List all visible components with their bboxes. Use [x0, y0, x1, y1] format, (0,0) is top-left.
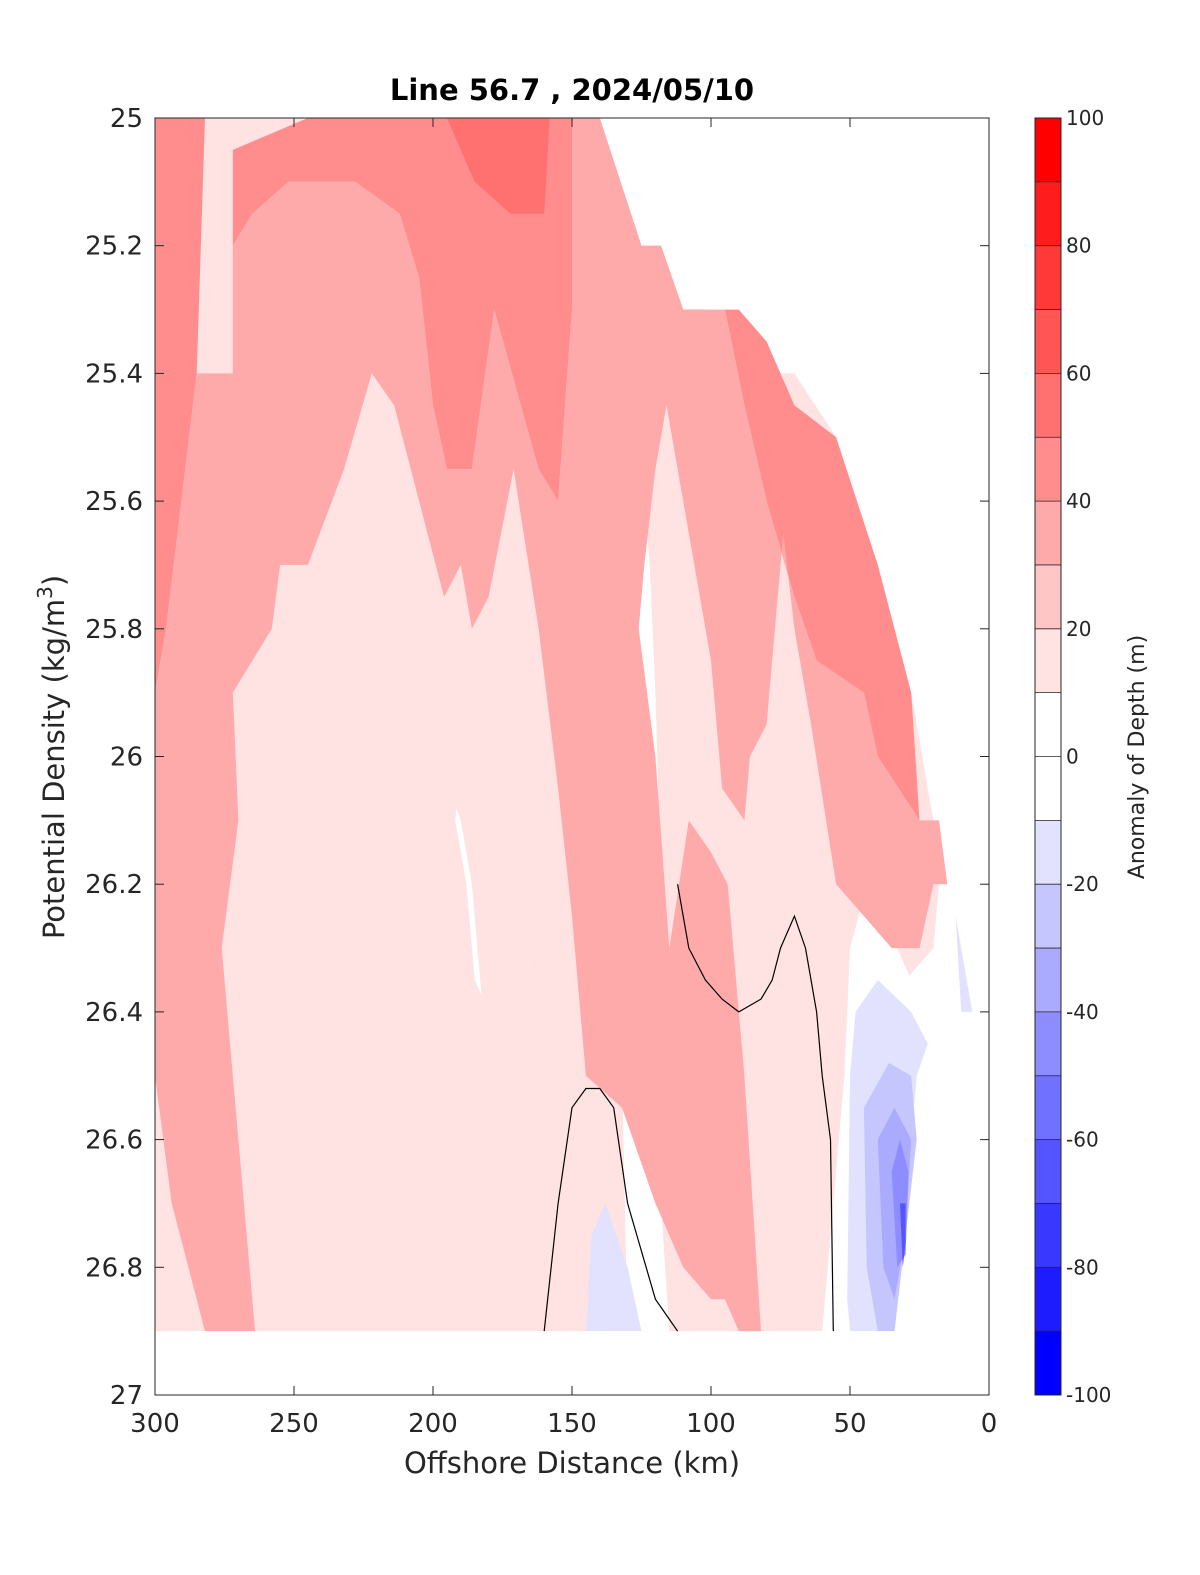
- colorbar-band: [1035, 1267, 1061, 1332]
- colorbar-band: [1035, 1011, 1061, 1076]
- colorbar-band: [1035, 1203, 1061, 1268]
- x-tick-label: 300: [130, 1409, 180, 1439]
- colorbar-tick-label: -40: [1066, 1000, 1099, 1024]
- contour-band-35-0: [155, 118, 948, 1332]
- colorbar-tick-label: 0: [1066, 745, 1079, 769]
- colorbar-band: [1035, 884, 1061, 949]
- colorbar-tick-label: -80: [1066, 1255, 1099, 1279]
- contour-band-45-1: [232, 118, 573, 502]
- x-tick-label: 250: [269, 1409, 319, 1439]
- colorbar-band: [1035, 756, 1061, 821]
- colorbar-tick-label: 60: [1066, 361, 1091, 385]
- y-tick-label: 25.8: [85, 615, 143, 645]
- y-axis-label-main: Potential Density (kg/m: [37, 599, 71, 939]
- colorbar-tick-label: -60: [1066, 1128, 1099, 1152]
- y-tick-label: 26: [110, 743, 143, 773]
- colorbar-tick-label: -20: [1066, 872, 1099, 896]
- zero-contour-line-1: [677, 884, 834, 1332]
- colorbar-band: [1035, 437, 1061, 502]
- y-tick-label: 25.6: [85, 487, 143, 517]
- contour-band-neg15-2: [955, 916, 973, 1012]
- y-ticks: 25 25.2 25.4 25.6 25.8 26 26.2 26.4 26.6 26.8 27: [85, 104, 989, 1411]
- colorbar-band: [1035, 501, 1061, 565]
- contour-band-neg15-1: [585, 1203, 642, 1332]
- colorbar-band: [1035, 948, 1061, 1012]
- colorbar-tick-label: 20: [1066, 617, 1091, 641]
- colorbar-band: [1035, 245, 1061, 310]
- colorbar-band: [1035, 1331, 1061, 1395]
- colorbar-band: [1035, 309, 1061, 374]
- colorbar-tick-label: 40: [1066, 489, 1091, 513]
- no-data-bottom: [155, 1331, 989, 1395]
- colorbar-band: [1035, 564, 1061, 629]
- x-tick-label: 150: [547, 1409, 597, 1439]
- colorbar-tick-label: -100: [1066, 1383, 1111, 1407]
- colorbar-band: [1035, 1075, 1061, 1140]
- y-tick-label: 25.2: [85, 232, 143, 262]
- y-tick-label: 27: [110, 1381, 143, 1411]
- colorbar-frame: [1034, 117, 1062, 1396]
- y-tick-label: 26.4: [85, 998, 143, 1028]
- x-ticks: 300 250 200 150 100 50 0: [130, 118, 997, 1439]
- contour-band-45-0: [155, 118, 205, 693]
- y-tick-label: 25.4: [85, 359, 143, 389]
- chart-title: Line 56.7 , 2024/05/10: [390, 73, 754, 107]
- y-axis-label-sup: 3: [33, 586, 57, 599]
- colorbar-band: [1035, 118, 1061, 182]
- x-tick-label: 100: [686, 1409, 736, 1439]
- y-axis-label-end: ): [37, 575, 71, 586]
- colorbar-band: [1035, 373, 1061, 438]
- y-tick-label: 25: [110, 104, 143, 134]
- x-tick-label: 200: [408, 1409, 458, 1439]
- colorbar-band: [1035, 628, 1061, 693]
- y-tick-label: 26.8: [85, 1253, 143, 1283]
- colorbar-band: [1035, 181, 1061, 246]
- region-anomaly-10-20-inner: [438, 533, 614, 1332]
- zero-contour-layer: [543, 884, 834, 1332]
- colorbar-tick-label: 80: [1066, 234, 1091, 258]
- contour-band-55-0: [446, 118, 550, 214]
- colorbar-label: Anomaly of Depth (m): [1125, 635, 1150, 879]
- x-tick-label: 50: [833, 1409, 866, 1439]
- x-axis-label: Offshore Distance (km): [404, 1446, 740, 1480]
- zero-contour-line-0: [543, 1087, 679, 1332]
- x-tick-label: 0: [981, 1409, 998, 1439]
- y-tick-label: 26.6: [85, 1126, 143, 1156]
- y-tick-label: 26.2: [85, 870, 143, 900]
- plot-fill-layer: [155, 118, 989, 1395]
- colorbar-tick-label: 100: [1066, 106, 1104, 130]
- colorbar-band: [1035, 1139, 1061, 1204]
- contour-band-45-2: [641, 245, 920, 821]
- colorbar-band: [1035, 692, 1061, 757]
- y-axis-label: Potential Density (kg/m3): [33, 575, 71, 939]
- colorbar-band: [1035, 820, 1061, 885]
- colorbar: 100 80 60 40 20 0 -20 -40 -60 -80 -100: [1034, 106, 1111, 1407]
- contour-band-neg60-0: [900, 1203, 906, 1268]
